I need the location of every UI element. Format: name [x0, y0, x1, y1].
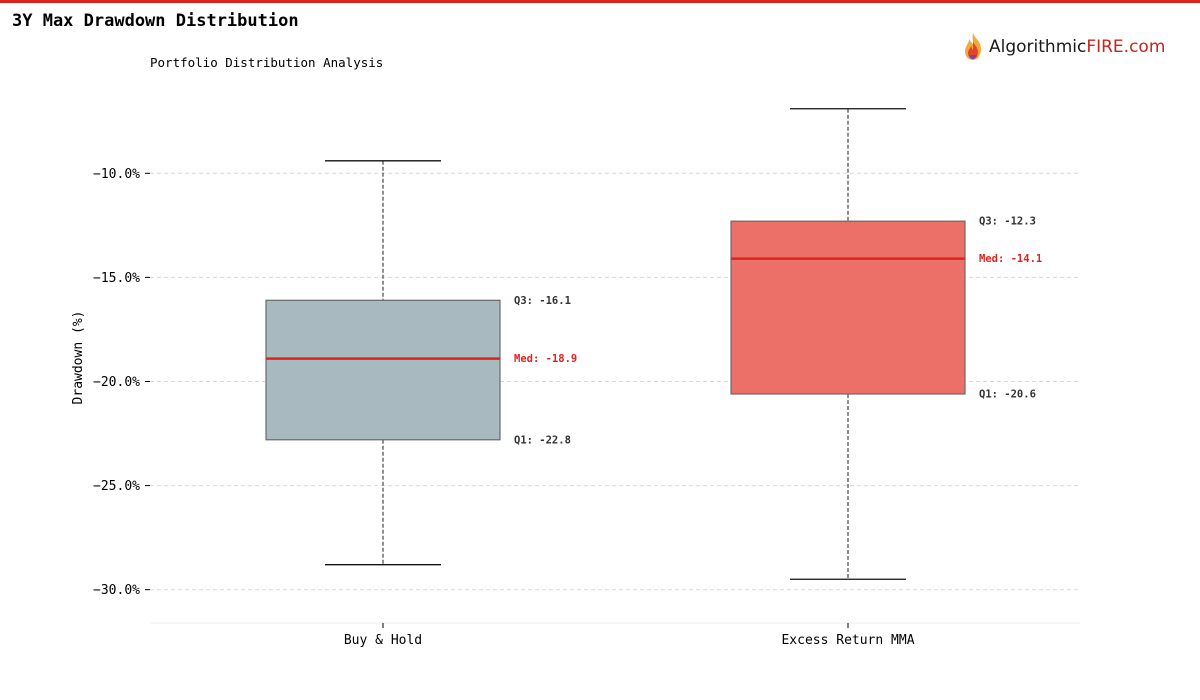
y-tick-label: −15.0%: [93, 271, 140, 286]
y-tick-label: −10.0%: [93, 167, 140, 182]
logo-text: AlgorithmicFIRE.com: [989, 37, 1165, 57]
y-tick-label: −20.0%: [93, 375, 140, 390]
median-label: Med: -14.1: [979, 253, 1042, 265]
y-tick-label: −25.0%: [93, 479, 140, 494]
page-title: 3Y Max Drawdown Distribution: [12, 11, 299, 31]
chart-subtitle: Portfolio Distribution Analysis: [150, 55, 384, 70]
logo-text-main: Algorithmic: [989, 37, 1087, 57]
logo: AlgorithmicFIRE.com: [960, 30, 1165, 64]
x-tick-label: Buy & Hold: [344, 633, 422, 648]
q1-label: Q1: -22.8: [514, 434, 571, 446]
median-label: Med: -18.9: [514, 353, 577, 365]
y-axis-label: Drawdown (%): [71, 311, 86, 405]
y-tick-label: −30.0%: [93, 583, 140, 598]
flame-icon: [965, 33, 981, 60]
top-accent-bar: [0, 0, 1200, 3]
q3-label: Q3: -12.3: [979, 216, 1036, 228]
x-tick-label: Excess Return MMA: [781, 633, 914, 648]
q1-label: Q1: -20.6: [979, 388, 1036, 400]
box-iqr: [265, 299, 501, 441]
box-iqr: [730, 220, 966, 395]
q3-label: Q3: -16.1: [514, 295, 571, 307]
logo-text-accent: FIRE.com: [1086, 37, 1166, 57]
